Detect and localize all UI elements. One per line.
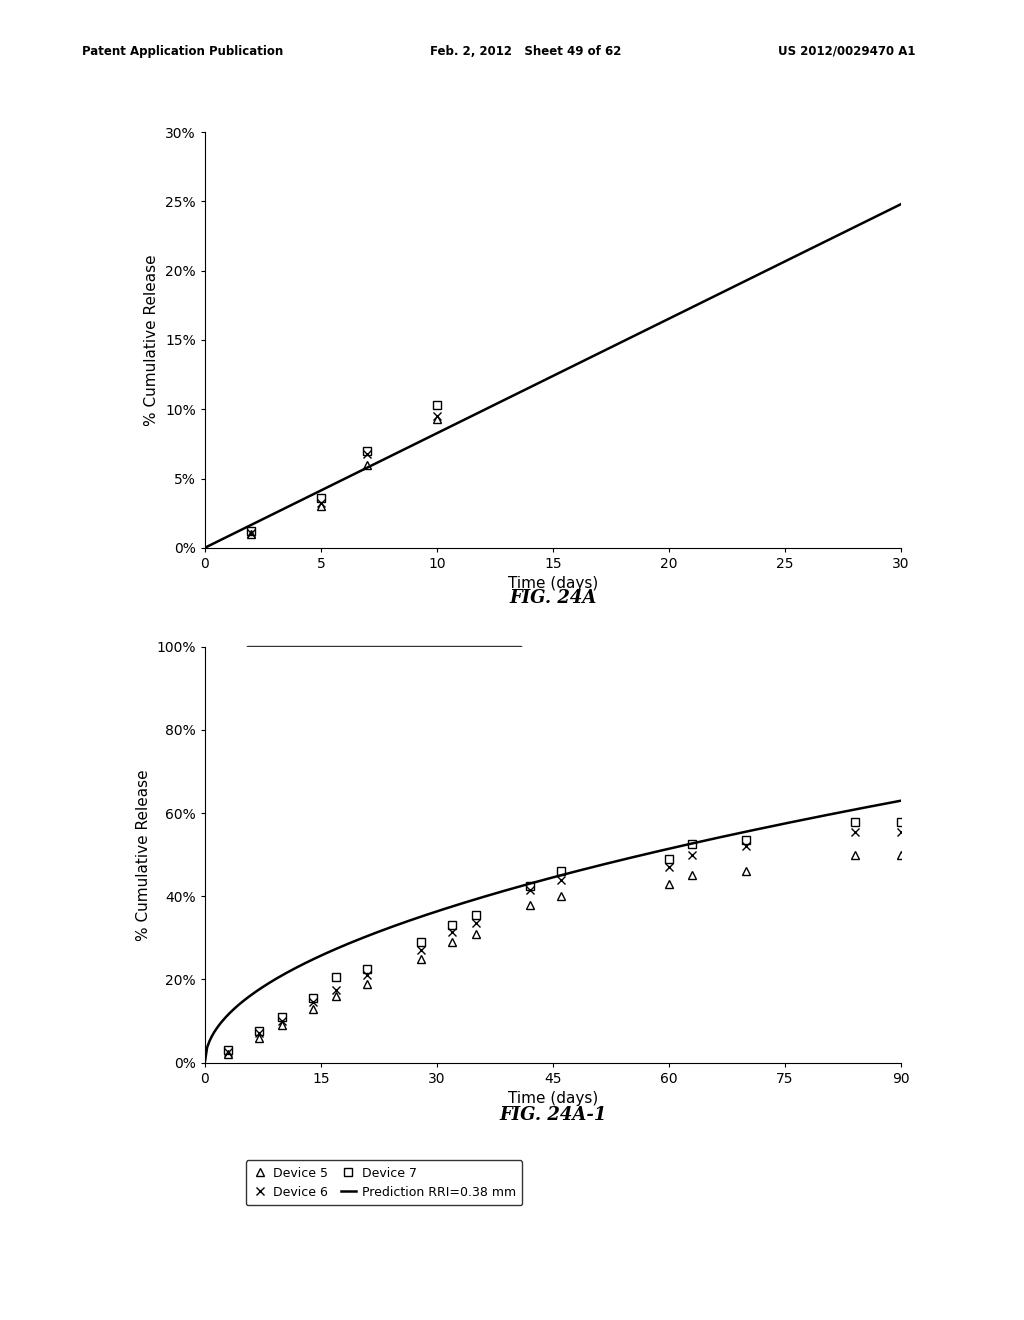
Y-axis label: % Cumulative Release: % Cumulative Release xyxy=(136,768,151,941)
Text: Feb. 2, 2012   Sheet 49 of 62: Feb. 2, 2012 Sheet 49 of 62 xyxy=(430,45,622,58)
Text: FIG. 24A-1: FIG. 24A-1 xyxy=(500,1106,606,1125)
X-axis label: Time (days): Time (days) xyxy=(508,1092,598,1106)
Legend: Device 5, Device 6, Device 7, Prediction RRI=0.38 mm: Device 5, Device 6, Device 7, Prediction… xyxy=(246,1160,522,1205)
Y-axis label: % Cumulative Release: % Cumulative Release xyxy=(144,253,160,426)
Text: US 2012/0029470 A1: US 2012/0029470 A1 xyxy=(778,45,915,58)
Legend: Device 5, Device 6, Device 7, Prediction RRI=0.03 mm: Device 5, Device 6, Device 7, Prediction… xyxy=(246,645,522,690)
X-axis label: Time (days): Time (days) xyxy=(508,577,598,591)
Text: Patent Application Publication: Patent Application Publication xyxy=(82,45,284,58)
Text: FIG. 24A: FIG. 24A xyxy=(509,589,597,607)
